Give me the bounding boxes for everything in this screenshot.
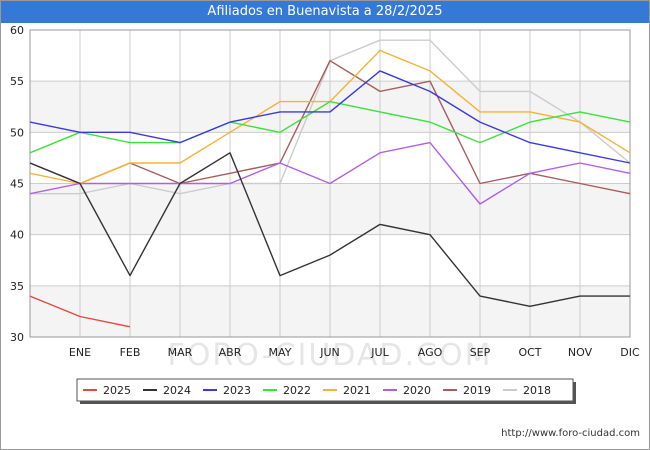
x-axis: ENE FEB MAR ABR MAY JUN JUL AGO SEP OCT NOV DIC (69, 346, 640, 359)
plot-border (29, 29, 631, 338)
legend-label-2019: 2019 (463, 384, 491, 397)
y-tick-label: 60 (10, 24, 24, 37)
legend-label-2018: 2018 (523, 384, 551, 397)
series-line-2022 (29, 100, 631, 154)
legend: 2025 2024 2023 2022 2021 2020 2019 2018 (76, 378, 576, 404)
x-tick-label: OCT (518, 346, 541, 359)
chart-title: Afiliados en Buenavista a 28/2/2025 (1, 1, 649, 23)
watermark: FORO-CIUDAD.COM (168, 338, 493, 373)
x-tick-label: ENE (69, 346, 91, 359)
y-tick-label: 35 (10, 280, 24, 293)
x-tick-label: DIC (620, 346, 640, 359)
source-url: http://www.foro-ciudad.com (501, 428, 640, 439)
legend-label-2023: 2023 (223, 384, 251, 397)
x-tick-label: FEB (120, 346, 141, 359)
x-tick-label: MAY (269, 346, 292, 359)
x-tick-label: AGO (418, 346, 443, 359)
series-lines (29, 39, 631, 328)
series-line-2024 (29, 152, 630, 307)
x-tick-label: JUN (319, 346, 340, 359)
legend-label-2025: 2025 (103, 384, 131, 397)
x-tick-label: SEP (470, 346, 491, 359)
y-axis: 30 35 40 45 50 55 60 (10, 24, 24, 344)
x-tick-label: NOV (568, 346, 593, 359)
legend-label-2024: 2024 (163, 384, 191, 397)
y-tick-label: 45 (10, 178, 24, 191)
legend-label-2021: 2021 (343, 384, 371, 397)
x-tick-label: MAR (168, 346, 193, 359)
series-line-2025 (29, 295, 131, 328)
y-tick-label: 55 (10, 75, 24, 88)
y-tick-label: 50 (10, 126, 24, 139)
series-line-2020 (29, 141, 631, 205)
y-tick-label: 30 (10, 331, 24, 344)
x-tick-label: JUL (370, 346, 389, 359)
legend-label-2022: 2022 (283, 384, 311, 397)
legend-label-2020: 2020 (403, 384, 431, 397)
x-tick-label: ABR (219, 346, 242, 359)
series-line-2023 (29, 70, 631, 164)
y-tick-label: 40 (10, 229, 24, 242)
